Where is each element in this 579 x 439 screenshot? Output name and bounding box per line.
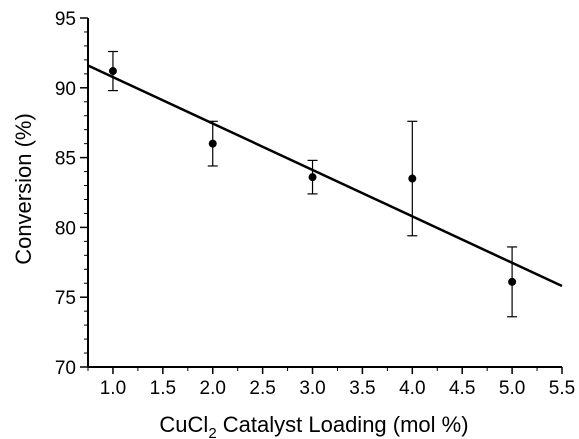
axes xyxy=(87,18,562,368)
y-axis-title: Conversion (%) xyxy=(11,113,36,265)
data-points xyxy=(108,67,517,286)
x-axis-title-rest: Catalyst Loading (mol %) xyxy=(217,412,469,437)
x-axis-title-subscript: 2 xyxy=(208,425,216,439)
x-tick-label: 2.0 xyxy=(200,378,226,399)
fit-line-group xyxy=(87,64,563,288)
y-axis-ticks: 70 75 80 85 90 95 xyxy=(55,9,88,379)
x-tick-label: 4.0 xyxy=(399,378,425,399)
y-tick-label: 70 xyxy=(55,358,76,379)
x-axis-ticks: 1.0 1.5 2.0 2.5 3.0 3.5 4.0 4.5 5.0 5.5 xyxy=(87,367,575,399)
x-tick-label: 1.5 xyxy=(150,378,176,399)
data-point xyxy=(208,139,217,148)
x-tick-label: 5.0 xyxy=(499,378,525,399)
y-tick-label: 85 xyxy=(55,149,76,170)
y-tick-label: 90 xyxy=(55,79,76,100)
data-point xyxy=(308,173,317,182)
x-tick-label: 4.5 xyxy=(449,378,475,399)
x-tick-label: 5.5 xyxy=(549,378,575,399)
data-point xyxy=(408,174,417,183)
x-tick-label: 3.5 xyxy=(349,378,375,399)
data-point xyxy=(508,277,517,286)
x-tick-label: 1.0 xyxy=(100,378,126,399)
y-tick-label: 95 xyxy=(55,9,76,30)
y-tick-label: 75 xyxy=(55,288,76,309)
fit-line xyxy=(87,64,563,288)
x-tick-label: 2.5 xyxy=(249,378,275,399)
data-point xyxy=(108,67,117,76)
error-bars xyxy=(107,50,518,318)
x-tick-label: 3.0 xyxy=(299,378,325,399)
x-axis-title-main: CuCl xyxy=(159,412,208,437)
y-tick-label: 80 xyxy=(55,218,76,239)
x-axis-title: CuCl2 Catalyst Loading (mol %) xyxy=(159,412,468,439)
